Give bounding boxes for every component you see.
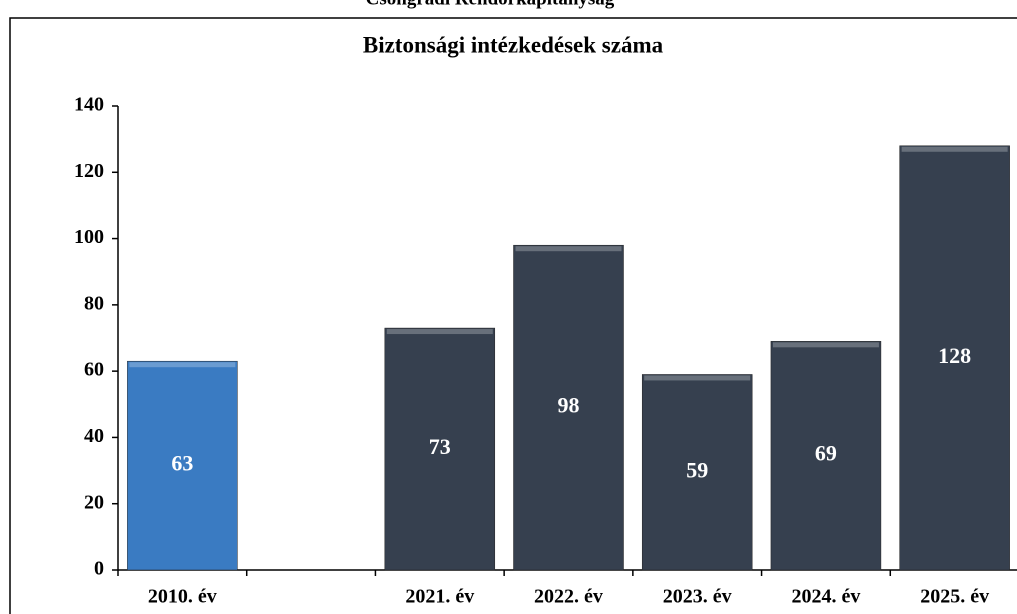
chart-title: Biztonsági intézkedések száma: [363, 32, 664, 57]
value-label: 98: [558, 393, 580, 418]
bar: [770, 341, 882, 571]
chart-frame: [9, 17, 1017, 614]
value-label: 73: [429, 434, 451, 459]
y-tick-label: 20: [84, 491, 104, 513]
value-label: 128: [938, 343, 971, 368]
value-label: 63: [171, 451, 193, 476]
x-tick-label: 2025. év: [920, 586, 989, 608]
x-tick-label: 2021. év: [405, 586, 474, 608]
bar: [641, 374, 753, 571]
x-tick-label: 2010. év: [148, 586, 217, 608]
bar-highlight: [644, 375, 751, 381]
x-tick-label: 2023. év: [663, 586, 732, 608]
bar: [384, 327, 496, 571]
y-tick-label: 120: [74, 160, 104, 182]
value-label: 59: [686, 457, 708, 482]
bar-highlight: [129, 362, 236, 368]
bar: [899, 145, 1010, 571]
y-tick-label: 100: [74, 226, 104, 248]
x-tick-label: 2022. év: [534, 586, 603, 608]
y-tick-label: 140: [74, 94, 104, 116]
bar-highlight: [515, 246, 622, 252]
bar-highlight: [901, 146, 1008, 152]
page-header: Csongrádi Rendőrkapitányság: [366, 0, 615, 9]
bar-highlight: [772, 342, 879, 348]
y-tick-label: 0: [94, 558, 104, 580]
bar: [127, 360, 238, 571]
value-label: 69: [815, 441, 837, 466]
bar: [513, 244, 624, 571]
y-tick-label: 80: [84, 292, 104, 314]
y-tick-label: 60: [84, 359, 104, 381]
bar-highlight: [386, 329, 493, 335]
x-tick-label: 2024. év: [791, 586, 860, 608]
y-tick-label: 40: [84, 425, 104, 447]
